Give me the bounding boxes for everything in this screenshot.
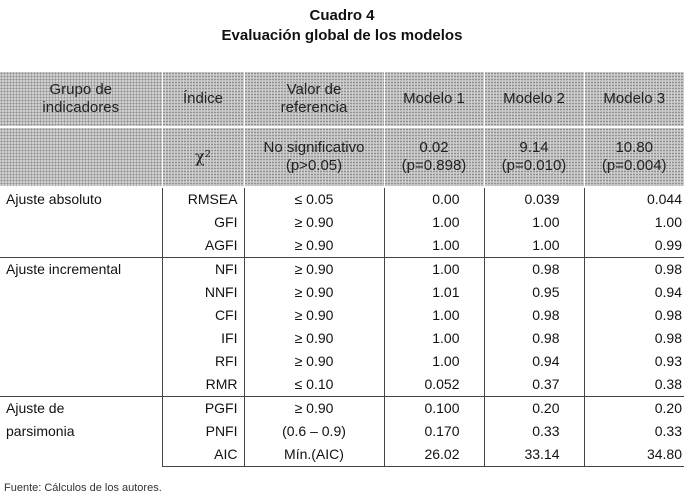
model-3-cell: 0.94 [654, 284, 682, 300]
index-cell: PNFI [162, 420, 245, 443]
model-1-cell: 1.00 [384, 327, 485, 350]
model-3-cell: 0.98 [654, 330, 682, 346]
model-1-cell: 1.00 [384, 350, 485, 373]
model-2-cell: 0.98 [484, 257, 585, 281]
table-row: PNFI (0.6 – 0.9) 0.170 0.33 0.33 [0, 420, 684, 443]
title-number: Cuadro 4 [309, 7, 375, 24]
model-2-cell: 0.94 [484, 350, 585, 373]
chi-square-symbol: χ² [161, 127, 244, 188]
table-row: CFI ≥ 0.90 1.00 0.98 0.98 [0, 304, 684, 327]
index-cell: CFI [162, 304, 245, 327]
header-row: Grupo de indicadores Índice Valor de ref… [0, 72, 684, 128]
model-1-cell: 1.01 [384, 281, 485, 304]
table-row: RMR ≤ 0.10 0.052 0.37 0.38 [0, 373, 684, 397]
index-cell: NFI [162, 257, 245, 281]
group-incremental: Ajuste incremental [0, 257, 163, 397]
model-2-cell: 0.039 [484, 187, 585, 211]
table-row: Ajuste de parsimonia PGFI ≥ 0.90 0.100 0… [0, 396, 684, 467]
header-model-2: Modelo 2 [483, 72, 584, 128]
source-note: Fuente: Cálculos de los autores. [4, 482, 162, 494]
chi-square-reference: No significativo (p>0.05) [243, 127, 384, 188]
table-row: Ajuste incremental NFI ≥ 0.90 1.00 0.98 … [0, 257, 684, 397]
header-reference: Valor de referencia [243, 72, 384, 128]
index-cell: RMR [162, 373, 245, 397]
model-3-cell: 0.044 [646, 191, 682, 207]
model-3-cell: 1.00 [654, 214, 682, 230]
chi-square-model-3: 10.80 (p=0.004) [583, 127, 684, 188]
reference-cell: ≥ 0.90 [244, 350, 385, 373]
reference-cell: ≥ 0.90 [244, 257, 385, 281]
header-group: Grupo de indicadores [0, 72, 162, 128]
model-3-cell: 34.80 [584, 443, 684, 467]
reference-cell: ≥ 0.90 [244, 211, 385, 234]
reference-cell: (0.6 – 0.9) [244, 420, 385, 443]
chi-square-model-1: 0.02 (p=0.898) [383, 127, 484, 188]
model-2-cell: 0.95 [484, 281, 585, 304]
index-cell: AIC [162, 443, 245, 467]
model-3-cell: 0.33 [654, 423, 682, 439]
index-cell: PGFI [162, 396, 245, 420]
chi-square-model-2: 9.14 (p=0.010) [483, 127, 584, 188]
model-1-cell: 26.02 [384, 443, 485, 467]
table-row: Ajuste absoluto RMSEA ≤ 0.05 0.00 0.039 … [0, 187, 684, 258]
index-cell: NNFI [162, 281, 245, 304]
model-3-cell: 0.20 [584, 396, 684, 420]
model-2-cell: 1.00 [484, 211, 585, 234]
model-3-cell: 0.38 [654, 376, 682, 392]
reference-cell: ≥ 0.90 [244, 396, 385, 420]
model-1-cell: 0.00 [384, 187, 485, 211]
chi-square-row: χ² No significativo (p>0.05) 0.02 (p=0.8… [0, 127, 684, 188]
model-1-cell: 1.00 [384, 257, 485, 281]
reference-cell: Mín.(AIC) [244, 443, 385, 467]
model-1-cell: 0.052 [384, 373, 485, 397]
header-model-1: Modelo 1 [383, 72, 484, 128]
model-1-cell: 0.100 [384, 396, 485, 420]
model-3-cell: 0.98 [584, 257, 684, 281]
model-1-cell: 1.00 [384, 234, 485, 258]
reference-cell: ≤ 0.10 [244, 373, 385, 397]
model-1-cell: 1.00 [384, 211, 485, 234]
model-3-cell: 0.99 [654, 237, 682, 253]
model-3-cell: 0.93 [654, 353, 682, 369]
table-row: AGFI ≥ 0.90 1.00 1.00 0.99 [0, 234, 684, 258]
table-row: RFI ≥ 0.90 1.00 0.94 0.93 [0, 350, 684, 373]
table-row: NNFI ≥ 0.90 1.01 0.95 0.94 [0, 281, 684, 304]
group-absolute: Ajuste absoluto [0, 187, 163, 258]
header-index: Índice [161, 72, 244, 128]
reference-cell: ≥ 0.90 [244, 327, 385, 350]
model-2-cell: 0.98 [484, 327, 585, 350]
table-row: IFI ≥ 0.90 1.00 0.98 0.98 [0, 327, 684, 350]
index-cell: RFI [162, 350, 245, 373]
model-1-cell: 1.00 [384, 304, 485, 327]
group-parsimony: Ajuste de parsimonia [0, 396, 163, 467]
model-2-cell: 0.20 [484, 396, 585, 420]
index-cell: IFI [162, 327, 245, 350]
reference-cell: ≥ 0.90 [244, 304, 385, 327]
model-2-cell: 0.37 [484, 373, 585, 397]
model-3-cell: 0.98 [654, 307, 682, 323]
evaluation-table: Grupo de indicadores Índice Valor de ref… [0, 72, 684, 467]
table-row: GFI ≥ 0.90 1.00 1.00 1.00 [0, 211, 684, 234]
reference-cell: ≥ 0.90 [244, 234, 385, 258]
model-2-cell: 0.33 [484, 420, 585, 443]
table-title: Cuadro 4 Evaluación global de los modelo… [0, 6, 684, 46]
chi-square-empty-cell [0, 127, 162, 188]
reference-cell: ≤ 0.05 [244, 187, 385, 211]
model-2-cell: 0.98 [484, 304, 585, 327]
index-cell: RMSEA [162, 187, 245, 211]
model-1-cell: 0.170 [384, 420, 485, 443]
model-2-cell: 1.00 [484, 234, 585, 258]
index-cell: AGFI [162, 234, 245, 258]
header-model-3: Modelo 3 [583, 72, 684, 128]
reference-cell: ≥ 0.90 [244, 281, 385, 304]
model-2-cell: 33.14 [484, 443, 585, 467]
table-row: AIC Mín.(AIC) 26.02 33.14 34.80 [0, 443, 684, 467]
title-caption: Evaluación global de los modelos [221, 27, 463, 44]
index-cell: GFI [162, 211, 245, 234]
